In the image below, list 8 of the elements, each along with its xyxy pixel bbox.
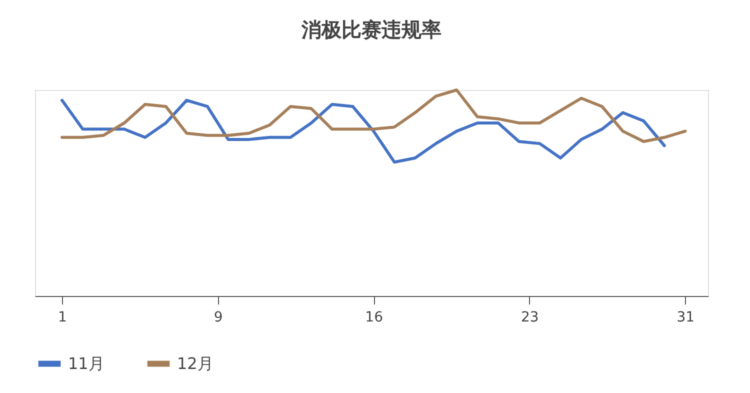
x-tick-label: 9 [214, 310, 223, 326]
x-tick-label: 23 [520, 310, 539, 326]
x-tick-label: 31 [676, 310, 695, 326]
legend-label: 12月 [177, 354, 214, 373]
x-tick-label: 16 [365, 310, 384, 326]
x-tick-label: 1 [58, 310, 67, 326]
legend-label: 11月 [68, 354, 104, 373]
chart-title: 消极比赛违规率 [300, 18, 442, 42]
